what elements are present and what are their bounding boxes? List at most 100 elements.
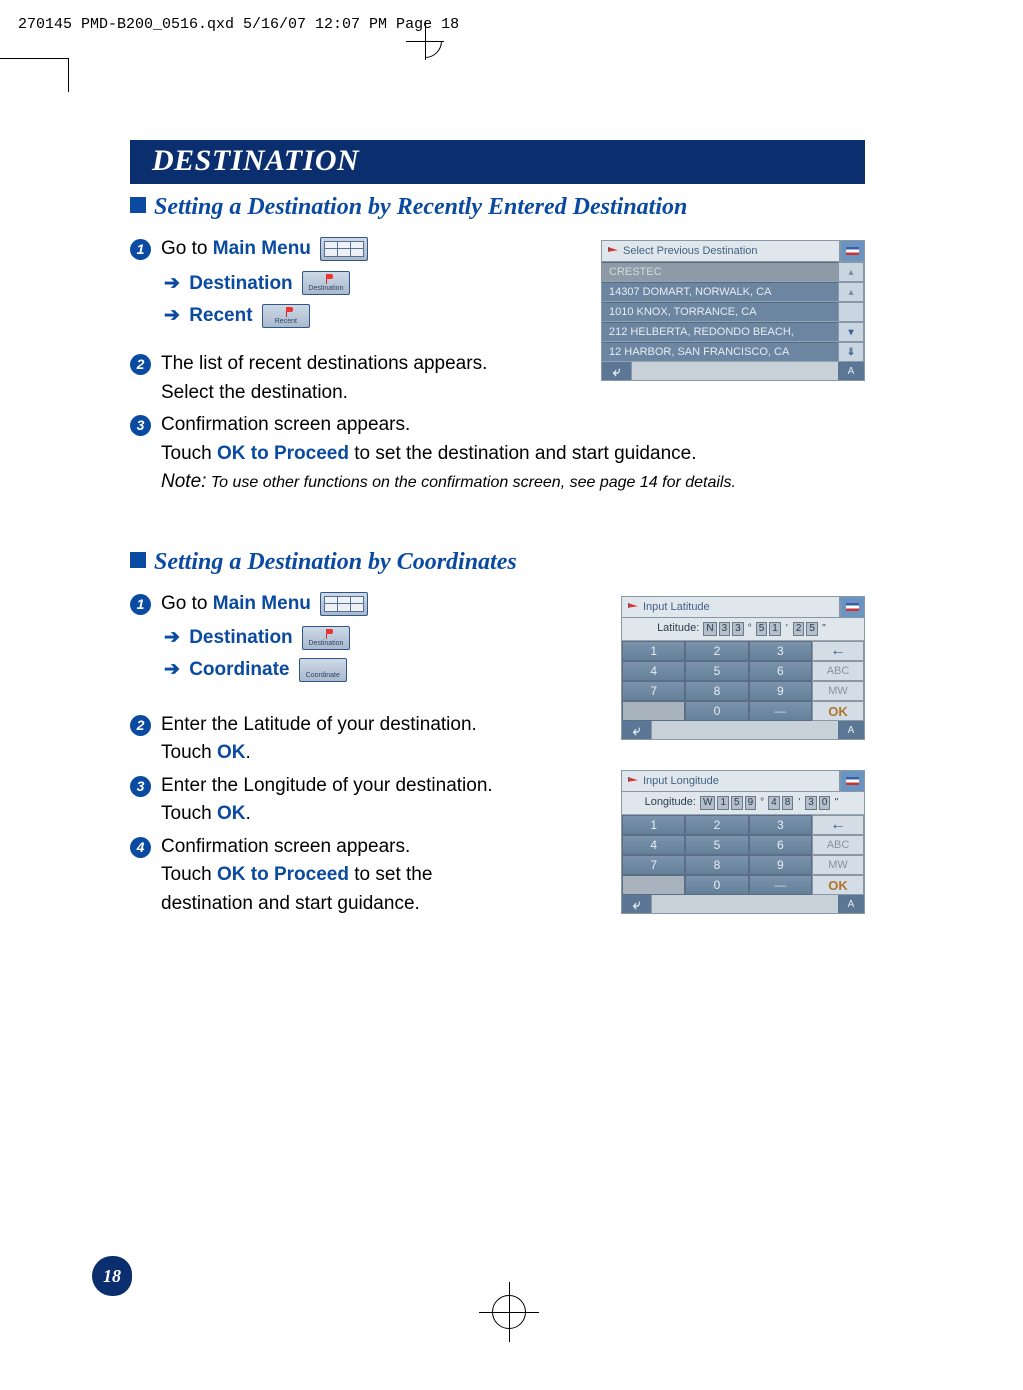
flag-button[interactable] <box>840 597 864 617</box>
ok-button[interactable]: OK <box>812 875 864 895</box>
key-blank <box>622 875 685 895</box>
icon-label: Destination <box>303 285 349 293</box>
main-menu-link: Main Menu <box>213 593 311 614</box>
key-8[interactable]: 8 <box>685 855 748 875</box>
back-button[interactable]: ⤶ <box>622 895 652 913</box>
mw-button[interactable]: MW <box>812 855 864 875</box>
back-button[interactable]: ⤶ <box>602 362 632 380</box>
step3a-text: Enter the Longitude of your destination. <box>161 775 493 796</box>
key-5[interactable]: 5 <box>685 835 748 855</box>
key-4[interactable]: 4 <box>622 661 685 681</box>
coord-char: 1 <box>769 622 781 636</box>
scroll-up-button[interactable]: ▴ <box>838 282 864 302</box>
destination-row[interactable]: 1010 KNOX, TORRANCE, CA <box>602 302 838 322</box>
registration-mark <box>479 1282 539 1342</box>
flag-button[interactable] <box>840 771 864 791</box>
key-9[interactable]: 9 <box>749 855 812 875</box>
coordinate-icon: Coordinate <box>299 658 347 682</box>
coord-char: 5 <box>756 622 768 636</box>
step2b-post: . <box>245 742 250 763</box>
us-flag-icon <box>846 777 859 785</box>
scroll-down-button[interactable]: ▾ <box>838 322 864 342</box>
mw-button[interactable]: MW <box>812 681 864 701</box>
footer-spacer <box>652 895 838 913</box>
step-badge-1: 1 <box>130 594 151 615</box>
step2b-text: Select the destination. <box>161 382 348 403</box>
coord-char: 3 <box>719 622 731 636</box>
key-2[interactable]: 2 <box>685 641 748 661</box>
step3b-pre: Touch <box>161 803 217 824</box>
coord-char: N <box>703 622 716 636</box>
screenshot-input-longitude: Input Longitude Longitude: W159°48'30" 1… <box>621 770 865 914</box>
key-1[interactable]: 1 <box>622 815 685 835</box>
ok-link: OK <box>217 803 246 824</box>
key-6[interactable]: 6 <box>749 661 812 681</box>
scroll-track <box>838 302 864 322</box>
coord-char: ' <box>795 797 803 809</box>
abc-button[interactable]: ABC <box>812 835 864 855</box>
backspace-button[interactable]: ← <box>812 641 864 661</box>
step2b-pre: Touch <box>161 742 217 763</box>
screenshot-title: Input Latitude <box>622 597 840 617</box>
screenshot-input-latitude: Input Latitude Latitude: N33°51'25" 1234… <box>621 596 865 740</box>
key-3[interactable]: 3 <box>749 641 812 661</box>
key-4[interactable]: 4 <box>622 835 685 855</box>
index-a-button[interactable]: A <box>838 895 864 913</box>
destination-row[interactable]: 212 HELBERTA, REDONDO BEACH, <box>602 322 838 342</box>
key-dash[interactable]: — <box>749 875 812 895</box>
icon-label: Destination <box>303 640 349 648</box>
crop-mark-line-v <box>68 58 69 92</box>
flag-button[interactable] <box>840 241 864 261</box>
coord-char: ' <box>783 623 791 635</box>
step3b-post: . <box>245 803 250 824</box>
ok-to-proceed-link: OK to Proceed <box>217 864 349 885</box>
destination-link: Destination <box>189 273 292 294</box>
back-button[interactable]: ⤶ <box>622 721 652 739</box>
index-a-button[interactable]: A <box>838 721 864 739</box>
note-body: To use other functions on the confirmati… <box>206 474 736 491</box>
scroll-top-button[interactable]: ▴ <box>838 262 864 282</box>
recent-flag-icon: Recent <box>262 304 310 328</box>
backspace-button[interactable]: ← <box>812 815 864 835</box>
key-7[interactable]: 7 <box>622 855 685 875</box>
key-dash[interactable]: — <box>749 701 812 721</box>
grid-icon <box>320 237 368 261</box>
key-3[interactable]: 3 <box>749 815 812 835</box>
scroll-bottom-button[interactable]: ⇓ <box>838 342 864 362</box>
key-7[interactable]: 7 <box>622 681 685 701</box>
key-2[interactable]: 2 <box>685 815 748 835</box>
step-3-row: 3 Confirmation screen appears. Touch OK … <box>130 411 865 497</box>
ok-button[interactable]: OK <box>812 701 864 721</box>
destination-row[interactable]: 12 HARBOR, SAN FRANCISCO, CA <box>602 342 838 362</box>
step3b-pre: Touch <box>161 443 217 464</box>
step-badge-2: 2 <box>130 354 151 375</box>
key-5[interactable]: 5 <box>685 661 748 681</box>
index-a-button[interactable]: A <box>838 362 864 380</box>
step-badge-3: 3 <box>130 776 151 797</box>
step4c-text: destination and start guidance. <box>161 893 420 914</box>
destination-row[interactable]: 14307 DOMART, NORWALK, CA <box>602 282 838 302</box>
destination-flag-icon: Destination <box>302 626 350 650</box>
coord-char: 5 <box>731 796 743 810</box>
screenshot-title: Input Longitude <box>622 771 840 791</box>
key-0[interactable]: 0 <box>685 701 748 721</box>
key-6[interactable]: 6 <box>749 835 812 855</box>
page-number-badge: 18 <box>92 1256 132 1296</box>
abc-button[interactable]: ABC <box>812 661 864 681</box>
destination-link: Destination <box>189 627 292 648</box>
destination-row[interactable]: CRESTEC <box>602 262 838 282</box>
step-badge-4: 4 <box>130 837 151 858</box>
key-0[interactable]: 0 <box>685 875 748 895</box>
recent-link: Recent <box>189 305 252 326</box>
coord-char: 3 <box>805 796 817 810</box>
key-1[interactable]: 1 <box>622 641 685 661</box>
step1b-lead: Go to <box>161 593 213 614</box>
step1-lead: Go to <box>161 238 213 259</box>
coord-char: " <box>832 797 840 809</box>
print-job-header: 270145 PMD-B200_0516.qxd 5/16/07 12:07 P… <box>18 16 459 33</box>
footer-spacer <box>652 721 838 739</box>
step2a-text: Enter the Latitude of your destination. <box>161 714 477 735</box>
coord-char: 3 <box>732 622 744 636</box>
key-9[interactable]: 9 <box>749 681 812 701</box>
key-8[interactable]: 8 <box>685 681 748 701</box>
